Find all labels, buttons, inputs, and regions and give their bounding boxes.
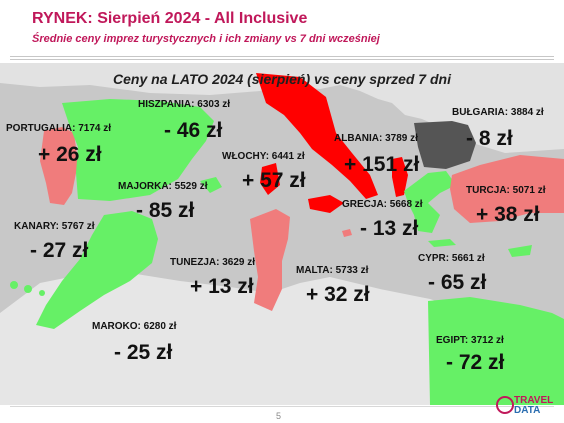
logo-text-data: DATA (514, 405, 541, 416)
delta-wlochy: + 57 zł (242, 169, 306, 192)
mediterranean-map: Ceny na LATO 2024 (sierpień) vs ceny spr… (0, 63, 564, 405)
delta-turcja: + 38 zł (476, 203, 540, 226)
delta-kanary: - 27 zł (30, 239, 89, 262)
label-grecja: GRECJA: 5668 zł (342, 199, 423, 210)
travel-data-logo: TRAVEL DATA (496, 393, 560, 421)
label-wlochy: WŁOCHY: 6441 zł (222, 151, 305, 162)
region-malta (342, 229, 352, 237)
region-bulgaria (414, 121, 476, 169)
region-sardynia (260, 163, 280, 195)
region-maroko (36, 211, 158, 329)
delta-hiszpania: - 46 zł (164, 119, 223, 142)
region-turcja (450, 155, 564, 223)
label-bulgaria: BUŁGARIA: 3884 zł (452, 107, 544, 118)
header-divider-secondary (10, 59, 554, 60)
label-egipt: EGIPT: 3712 zł (436, 335, 504, 346)
region-wlochy (256, 73, 378, 199)
label-hiszpania: HISZPANIA: 6303 zł (138, 99, 231, 110)
region-cypr (508, 245, 532, 257)
map-heading: Ceny na LATO 2024 (sierpień) vs ceny spr… (113, 71, 451, 87)
delta-cypr: - 65 zł (428, 271, 487, 294)
land-north (0, 63, 564, 153)
header-divider (10, 56, 554, 57)
footer-divider (10, 406, 554, 407)
label-maroko: MAROKO: 6280 zł (92, 321, 177, 332)
land-south (0, 273, 564, 405)
delta-maroko: - 25 zł (114, 341, 173, 364)
region-sycylia (308, 195, 344, 213)
region-egipt (428, 297, 564, 405)
region-hiszpania (62, 99, 214, 201)
delta-egipt: - 72 zł (446, 351, 505, 374)
region-kanary-1 (10, 281, 18, 289)
slide-title: RYNEK: Sierpień 2024 - All Inclusive (32, 10, 308, 27)
delta-grecja: - 13 zł (360, 217, 419, 240)
delta-malta: + 32 zł (306, 283, 370, 306)
delta-portugalia: + 26 zł (38, 143, 102, 166)
label-kanary: KANARY: 5767 zł (14, 221, 95, 232)
slide-subtitle: Średnie ceny imprez turystycznych i ich … (32, 33, 380, 45)
region-grecja (404, 171, 456, 233)
logo-text-travel: TRAVEL (514, 395, 554, 406)
slide-header: RYNEK: Sierpień 2024 - All Inclusive Śre… (0, 0, 564, 62)
logo-circle-icon (496, 396, 514, 414)
delta-tunezja: + 13 zł (190, 275, 254, 298)
region-kanary-3 (39, 290, 45, 296)
label-majorka: MAJORKA: 5529 zł (118, 181, 208, 192)
label-tunezja: TUNEZJA: 3629 zł (170, 257, 256, 268)
delta-majorka: - 85 zł (136, 199, 195, 222)
region-portugalia (40, 127, 78, 205)
label-portugalia: PORTUGALIA: 7174 zł (6, 123, 112, 134)
delta-albania: + 151 zł (344, 153, 420, 176)
region-albania (392, 157, 408, 197)
label-albania: ALBANIA: 3789 zł (334, 133, 418, 144)
label-cypr: CYPR: 5661 zł (418, 253, 485, 264)
page-number: 5 (276, 411, 282, 421)
region-kanary-2 (24, 285, 32, 293)
label-turcja: TURCJA: 5071 zł (466, 185, 546, 196)
label-malta: MALTA: 5733 zł (296, 265, 369, 276)
region-kreta (428, 239, 456, 247)
map-canvas (0, 63, 564, 405)
region-majorka (200, 177, 222, 193)
delta-bulgaria: - 8 zł (466, 127, 513, 150)
region-tunezja (250, 209, 290, 311)
